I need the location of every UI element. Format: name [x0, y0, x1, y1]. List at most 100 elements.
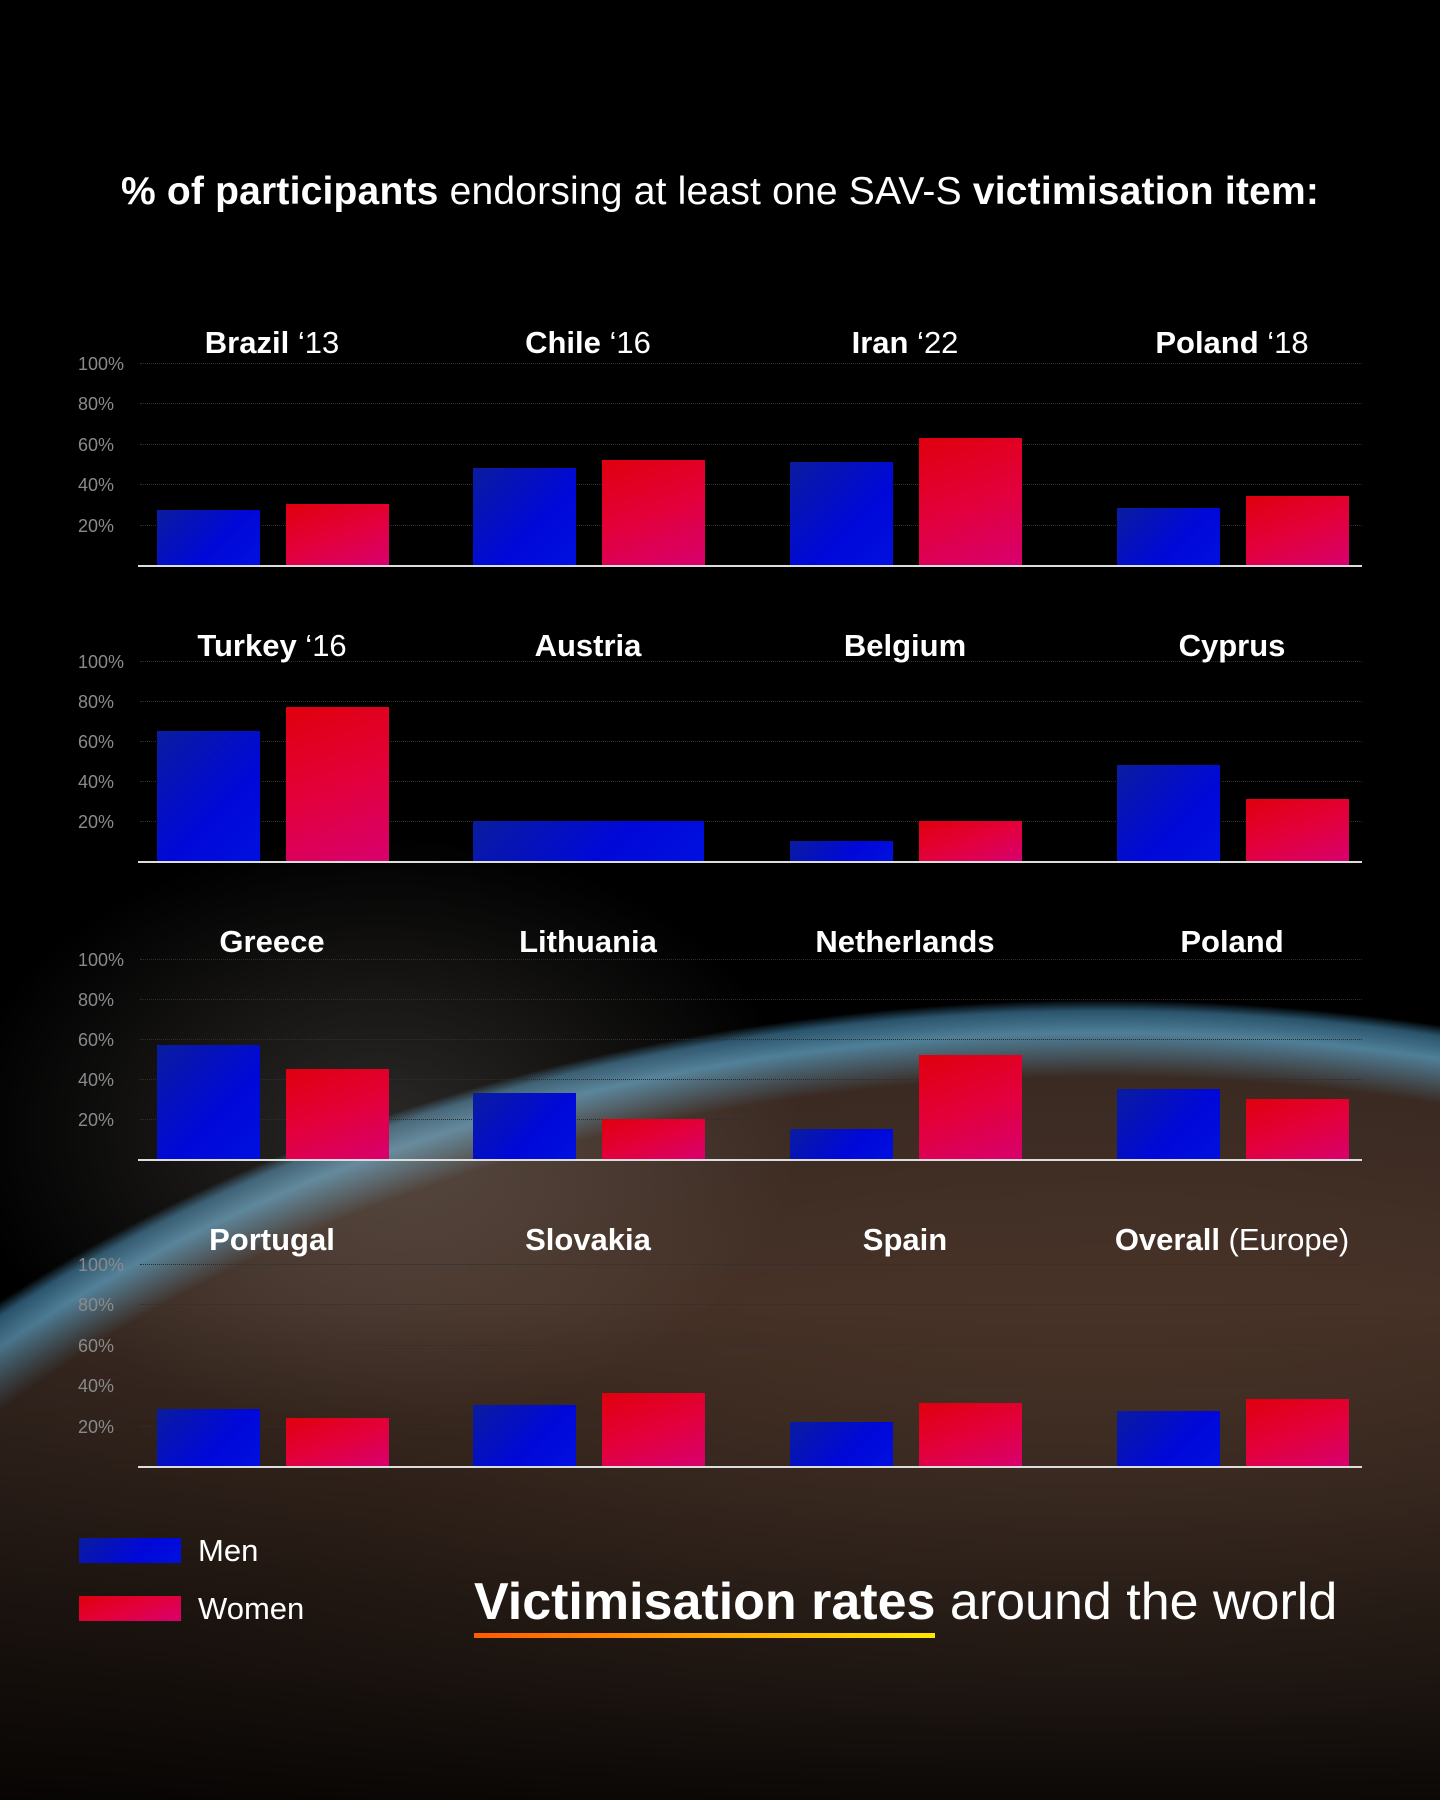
gridline: [140, 1425, 1362, 1427]
country-name: Lithuania: [519, 924, 657, 959]
panel-label: Portugal: [112, 1222, 432, 1258]
bar-men: [1117, 1411, 1220, 1466]
legend-swatch-men: [79, 1538, 181, 1563]
bar-women: [1246, 1399, 1349, 1466]
gridline: [140, 959, 1362, 960]
x-axis-baseline: [138, 861, 1362, 863]
y-tick-label: 80%: [78, 692, 115, 712]
legend-label-men: Men: [198, 1533, 259, 1568]
panel-label: Overall (Europe): [1072, 1222, 1392, 1258]
bar-men: [790, 461, 893, 565]
country-name: Portugal: [209, 1222, 335, 1257]
bar-women: [1246, 496, 1349, 565]
country-name: Brazil: [204, 325, 290, 360]
country-name: Austria: [534, 628, 642, 663]
country-suffix: ‘22: [908, 325, 959, 360]
gridline: [140, 403, 1362, 405]
country-suffix: (Europe): [1219, 1222, 1350, 1257]
country-suffix: ‘18: [1258, 325, 1309, 360]
footer-highlight: Victimisation rates: [474, 1572, 936, 1638]
title-bold-part-2: victimisation item:: [972, 170, 1320, 213]
bar-men: [157, 1409, 260, 1466]
y-tick-label: 100%: [78, 950, 125, 970]
country-name: Iran: [851, 325, 909, 360]
gridline: [140, 999, 1362, 1000]
bar-men: [473, 1405, 576, 1466]
bar-women: [919, 1403, 1022, 1466]
bar-women: [1246, 1099, 1349, 1159]
country-name: Spain: [862, 1222, 948, 1257]
bar-women: [602, 459, 705, 565]
gridline: [140, 363, 1362, 364]
y-tick-label: 100%: [78, 1255, 125, 1275]
y-tick-label: 100%: [78, 354, 125, 374]
bar-men: [1117, 508, 1220, 565]
gridline: [140, 701, 1362, 702]
footer-heading: Victimisation rates around the world: [474, 1572, 1338, 1638]
gridline: [140, 661, 1362, 662]
footer-rest-text: around the world: [935, 1573, 1338, 1631]
gridline: [140, 1344, 1362, 1346]
gridline: [140, 1039, 1362, 1040]
gridline: [140, 1304, 1362, 1306]
y-tick-label: 60%: [78, 732, 115, 752]
bar-men: [1117, 1089, 1220, 1159]
country-suffix: ‘16: [296, 628, 347, 663]
panel-label: Chile ‘16: [428, 325, 748, 361]
title-normal-part: endorsing at least one SAV-S: [438, 170, 973, 213]
y-tick-label: 20%: [78, 1416, 115, 1437]
bar-men: [790, 1421, 893, 1466]
bar-men: [157, 510, 260, 565]
bar-women: [919, 1055, 1022, 1159]
panel-label: Spain: [745, 1222, 1065, 1258]
bar-women: [286, 1417, 389, 1466]
panel-label: Poland ‘18: [1072, 325, 1392, 361]
country-name: Chile: [525, 325, 601, 360]
bar-women: [1246, 799, 1349, 861]
country-name: Greece: [219, 924, 325, 959]
gridline: [140, 741, 1362, 742]
panel-label: Poland: [1072, 924, 1392, 960]
x-axis-baseline: [138, 1466, 1362, 1468]
panel-label: Lithuania: [428, 924, 748, 960]
panel-label: Iran ‘22: [745, 325, 1065, 361]
x-axis-baseline: [138, 1159, 1362, 1161]
gridline: [140, 821, 1362, 822]
y-tick-label: 60%: [78, 1335, 115, 1356]
y-tick-label: 80%: [78, 394, 115, 415]
bar-combined: [473, 821, 704, 861]
gridline: [140, 1079, 1362, 1080]
y-tick-label: 20%: [78, 812, 115, 832]
country-suffix: ‘13: [289, 325, 340, 360]
country-name: Poland: [1180, 924, 1284, 959]
country-suffix: ‘16: [600, 325, 651, 360]
bar-men: [790, 1129, 893, 1159]
bar-men: [1117, 765, 1220, 861]
gridline: [140, 1385, 1362, 1387]
panel-label: Slovakia: [428, 1222, 748, 1258]
footer-highlight-text: Victimisation rates: [474, 1573, 936, 1631]
bar-women: [919, 437, 1022, 565]
y-tick-label: 80%: [78, 990, 115, 1010]
bar-men: [473, 468, 576, 565]
y-tick-label: 20%: [78, 1110, 115, 1130]
gridline: [140, 484, 1362, 486]
chart-title: % of participants endorsing at least one…: [0, 170, 1440, 214]
panel-label: Cyprus: [1072, 628, 1392, 664]
bar-women: [602, 1393, 705, 1466]
panel-label: Austria: [428, 628, 748, 664]
y-tick-label: 40%: [78, 772, 115, 792]
y-tick-label: 80%: [78, 1295, 115, 1316]
bar-women: [602, 1119, 705, 1159]
gridline: [140, 1264, 1362, 1265]
title-bold-part: % of participants: [120, 170, 439, 213]
country-name: Poland: [1155, 325, 1259, 360]
gridline: [140, 524, 1362, 526]
panel-label: Greece: [112, 924, 432, 960]
bar-women: [286, 504, 389, 565]
bar-women: [286, 707, 389, 861]
bar-men: [473, 1093, 576, 1159]
panel-label: Netherlands: [745, 924, 1065, 960]
bar-women: [919, 821, 1022, 861]
